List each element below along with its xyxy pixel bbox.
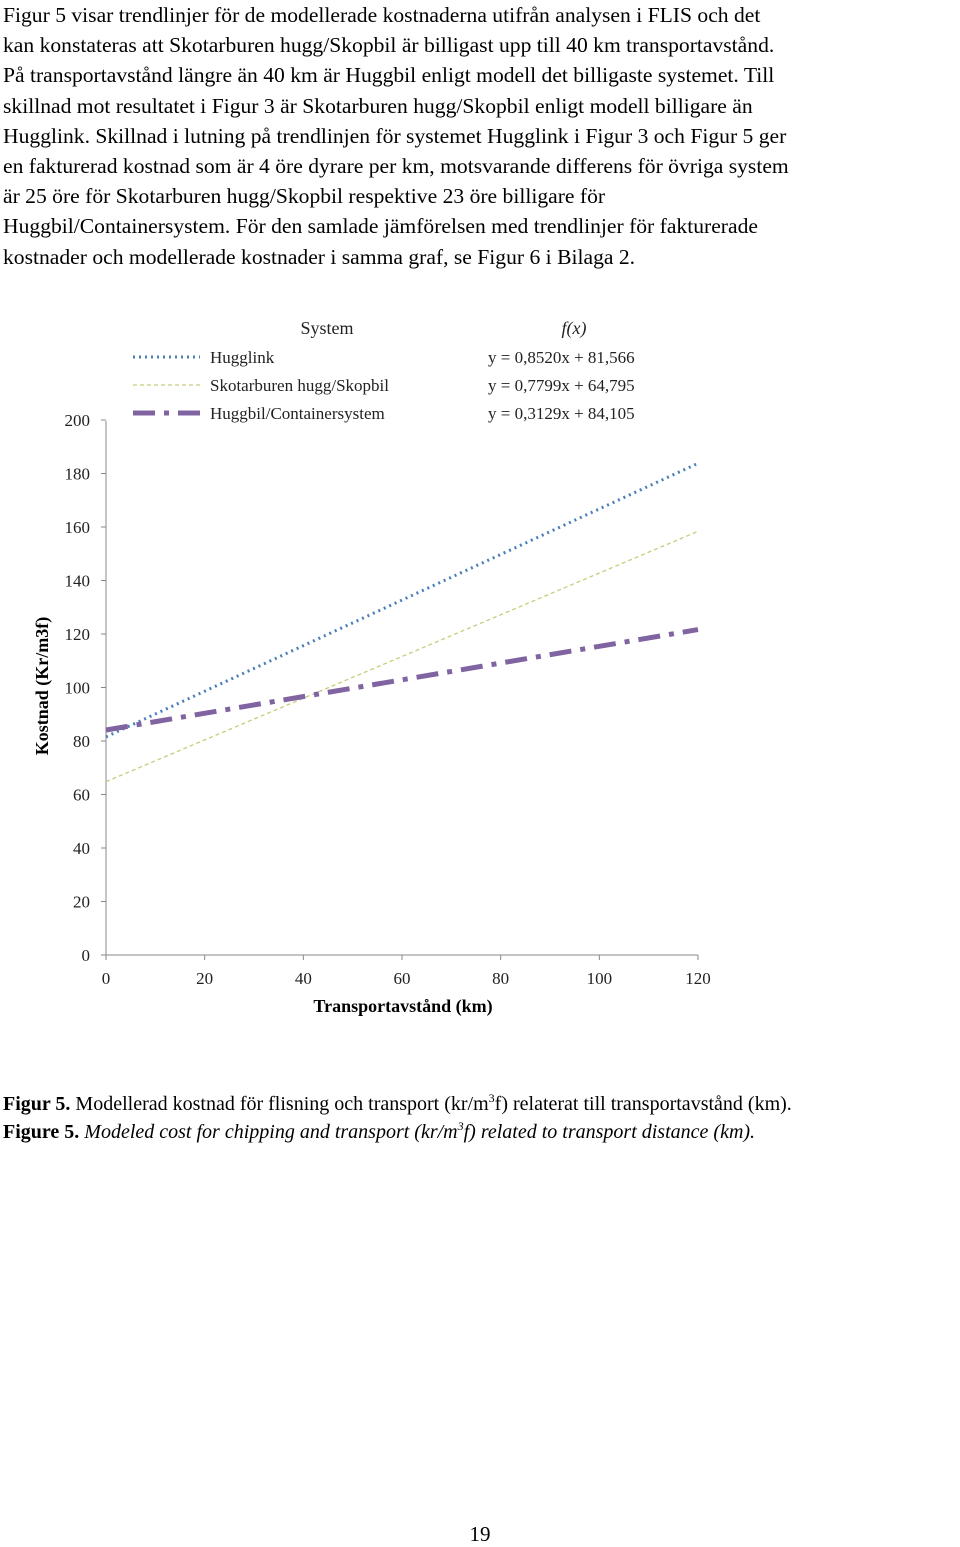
- caption-label: Figur 5.: [3, 1093, 71, 1115]
- chart-legend: Hugglink y = 0,8520x + 81,566 Skotarburen …: [133, 318, 635, 423]
- chart-axes: [105, 421, 698, 956]
- x-tick-label: 0: [102, 969, 111, 988]
- y-tick-label: 20: [73, 893, 90, 912]
- legend-equation: y = 0,7799x + 64,795: [488, 376, 635, 395]
- body-line: På transportavstånd längre än 40 km är H…: [3, 63, 775, 88]
- y-tick-label: 100: [65, 679, 91, 698]
- y-tick-label: 200: [65, 411, 91, 430]
- caption-text: f) relaterat till transportavstånd (km).: [494, 1093, 792, 1115]
- caption-text: Modellerad kostnad för flisning och tran…: [75, 1093, 489, 1115]
- caption-superscript: 3: [488, 1091, 495, 1105]
- y-tick-label: 120: [65, 625, 91, 644]
- body-line: Figur 5 visar trendlinjer för de modelle…: [3, 3, 761, 27]
- series-line: [105, 461, 699, 739]
- legend-equation: y = 0,3129x + 84,105: [488, 404, 635, 423]
- chart-ticks: 0 20 40 60 80 100 120 0 20 40 60 80 100 120 140 160 180 2…: [65, 411, 711, 988]
- caption-english: Figure 5. Modeled cost for chipping and …: [3, 1119, 756, 1144]
- legend-series-name: Hugglink: [210, 348, 275, 367]
- y-tick-label: 160: [65, 518, 91, 537]
- caption-label: Figure 5.: [3, 1121, 80, 1143]
- legend-series-name: Huggbil/Containersystem: [210, 404, 385, 423]
- legend-header-system: System: [300, 318, 353, 338]
- body-line: Hugglink. Skillnad i lutning på trendlin…: [3, 123, 787, 148]
- legend-series-name: Skotarburen hugg/Skopbil: [210, 376, 389, 395]
- body-line: kan konstateras att Skotarburen hugg/Sko…: [3, 33, 775, 58]
- page-number: 19: [469, 1522, 491, 1546]
- x-tick-label: 60: [394, 969, 411, 988]
- y-tick-label: 40: [73, 839, 90, 858]
- y-tick-label: 60: [73, 786, 90, 805]
- x-tick-label: 80: [492, 969, 509, 988]
- y-tick-label: 180: [65, 465, 91, 484]
- y-axis-label: Kostnad (Kr/m3f): [32, 617, 53, 756]
- y-tick-label: 0: [82, 946, 91, 965]
- caption-swedish: Figur 5. Modellerad kostnad för flisning…: [3, 1091, 792, 1116]
- x-tick-label: 20: [196, 969, 213, 988]
- y-tick-label: 80: [73, 732, 90, 751]
- x-axis-label: Transportavstånd (km): [313, 996, 492, 1017]
- body-line: Huggbil/Containersystem. För den samlade…: [3, 214, 758, 239]
- x-tick-label: 40: [295, 969, 312, 988]
- body-paragraph: Figur 5 visar trendlinjer för de modelle…: [3, 0, 960, 272]
- caption-text: Modeled cost for chipping and transport …: [84, 1121, 458, 1143]
- body-line: skillnad mot resultatet i Figur 3 är Sko…: [3, 93, 753, 118]
- cost-chart: 0 20 40 60 80 100 120 0 20 40 60 80 100 120 140 160 180 2…: [32, 318, 711, 1017]
- body-line: en fakturerad kostnad som är 4 öre dyrar…: [3, 154, 789, 179]
- body-line: kostnader och modellerade kostnader i sa…: [3, 244, 636, 269]
- caption-text: f) related to transport distance (km).: [463, 1121, 756, 1143]
- legend-equation: y = 0,8520x + 81,566: [488, 348, 635, 367]
- body-line: är 25 öre för Skotarburen hugg/Skopbil r…: [3, 184, 606, 209]
- legend-header-fx: f(x): [562, 318, 587, 339]
- y-tick-label: 140: [65, 572, 91, 591]
- x-tick-label: 100: [587, 969, 613, 988]
- series-line: [105, 627, 699, 733]
- caption-superscript: 3: [457, 1119, 464, 1133]
- series-line: [105, 530, 699, 783]
- chart-lines: [105, 461, 699, 783]
- x-tick-label: 120: [685, 969, 711, 988]
